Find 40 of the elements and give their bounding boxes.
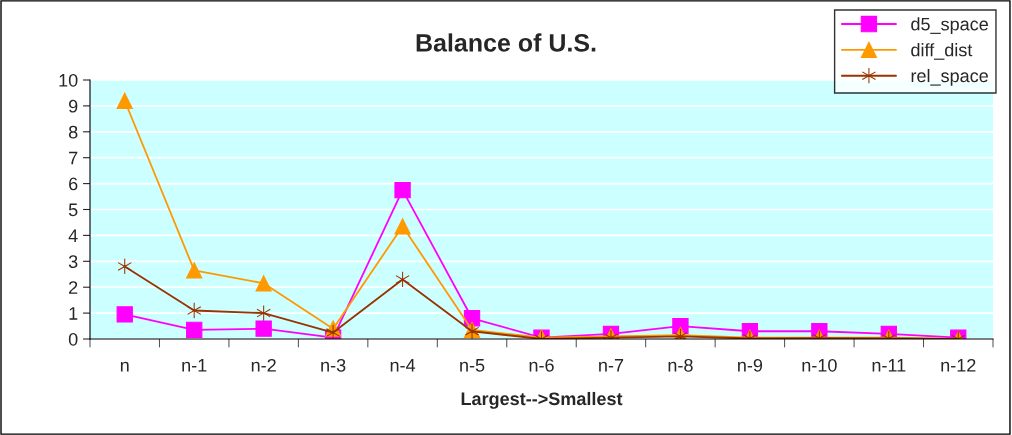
- y-tick-label: 4: [68, 229, 78, 242]
- y-tick-label: 10: [59, 73, 78, 87]
- y-tick-label: 0: [68, 332, 78, 346]
- y-tick-label: 6: [69, 177, 78, 191]
- y-tick-label: 3: [68, 255, 78, 269]
- x-tick-label: n: [120, 361, 129, 372]
- point: [255, 320, 272, 337]
- x-tick-label: n-9: [738, 358, 763, 372]
- point: [117, 258, 132, 275]
- x-tick-label: n-10: [802, 358, 837, 372]
- x-tick-label: n-12: [941, 358, 976, 372]
- point: [116, 306, 133, 323]
- legend-label: d5_space: [911, 17, 988, 35]
- point: [395, 271, 410, 288]
- y-tick-label: 2: [69, 281, 78, 294]
- legend-label: diff_dist: [911, 43, 973, 60]
- x-tick-label: n-5: [460, 359, 485, 372]
- x-tick-label: n-6: [529, 358, 554, 372]
- x-tick-label: n-11: [872, 359, 906, 372]
- x-tick-label: n-4: [390, 359, 416, 372]
- point: [186, 262, 203, 279]
- chart-title: Balance of U.S.: [416, 33, 596, 52]
- y-tick-label: 9: [69, 99, 78, 113]
- x-tick-label: n-3: [321, 358, 346, 372]
- y-tick-label: 5: [68, 203, 78, 217]
- x-tick-label: n-2: [251, 358, 276, 372]
- point: [394, 181, 411, 199]
- x-tick-label: n-7: [599, 359, 624, 372]
- point: [325, 324, 341, 339]
- y-tick-label: 8: [68, 125, 78, 139]
- y-tick-label: 1: [69, 307, 78, 320]
- point: [186, 321, 203, 339]
- point: [255, 275, 272, 292]
- legend-label: rel_space: [911, 68, 988, 86]
- x-tick-label: n-8: [668, 358, 693, 372]
- point: [394, 218, 411, 235]
- x-axis-title: Largest-->Smallest: [461, 391, 623, 409]
- x-tick-label: n-1: [182, 359, 207, 372]
- y-tick-label: 7: [69, 151, 78, 165]
- point: [256, 304, 271, 322]
